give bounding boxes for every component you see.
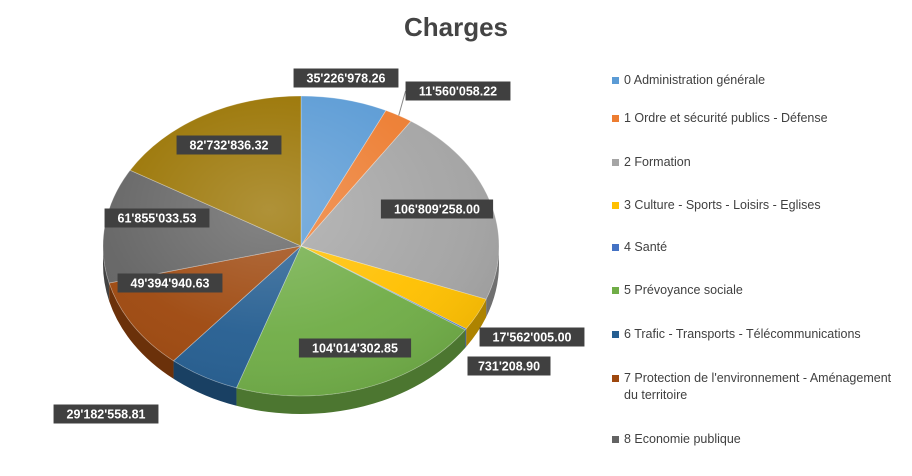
legend-swatch-1 [612,115,619,122]
svg-text:106'809'258.00: 106'809'258.00 [394,203,480,217]
legend-item-6: 6 Trafic - Transports - Télécommunicatio… [612,326,907,343]
legend-label-6: 6 Trafic - Transports - Télécommunicatio… [624,327,861,341]
legend-item-1: 1 Ordre et sécurité publics - Défense [612,110,907,127]
legend-label-8: 8 Economie publique [624,432,741,446]
svg-text:49'394'940.63: 49'394'940.63 [131,277,210,291]
legend-label-4: 4 Santé [624,240,668,254]
legend-label-7: 7 Protection de l'environnement - Aménag… [624,371,892,402]
legend-swatch-4 [612,244,619,251]
legend-label-2: 2 Formation [624,155,691,169]
legend-swatch-5 [612,287,619,294]
svg-text:17'562'005.00: 17'562'005.00 [493,331,572,345]
legend-swatch-8 [612,436,619,443]
data-label-2: 106'809'258.00 [380,199,494,219]
legend-label-5: 5 Prévoyance sociale [624,283,743,297]
legend-item-4: 4 Santé [612,239,907,256]
legend-item-0: 0 Administration générale [612,72,907,89]
svg-text:61'855'033.53: 61'855'033.53 [118,212,197,226]
data-label-4: 731'208.90 [467,356,551,376]
pie-slice-side-4 [465,328,467,348]
legend-item-8: 8 Economie publique [612,431,907,448]
legend-label-1: 1 Ordre et sécurité publics - Défense [624,111,828,125]
legend-swatch-7 [612,375,619,382]
data-label-6: 29'182'558.81 [53,404,159,424]
leader-line-1 [398,90,407,116]
svg-text:104'014'302.85: 104'014'302.85 [312,342,398,356]
legend-swatch-0 [612,77,619,84]
svg-text:11'560'058.22: 11'560'058.22 [419,85,497,99]
chart-title: Charges [403,12,509,42]
data-label-1: 11'560'058.22 [405,81,511,101]
legend-label-3: 3 Culture - Sports - Loisirs - Eglises [624,198,821,212]
data-label-7: 49'394'940.63 [117,273,223,293]
data-label-8: 61'855'033.53 [104,208,210,228]
data-label-3: 17'562'005.00 [479,327,585,347]
legend-item-7: 7 Protection de l'environnement - Aménag… [612,370,907,404]
legend-item-3: 3 Culture - Sports - Loisirs - Eglises [612,197,907,214]
data-label-5: 104'014'302.85 [298,338,412,358]
data-label-0: 35'226'978.26 [293,68,399,88]
svg-text:82'732'836.32: 82'732'836.32 [190,139,269,153]
svg-text:35'226'978.26: 35'226'978.26 [307,72,386,86]
legend-item-2: 2 Formation [612,154,907,171]
legend-label-0: 0 Administration générale [624,73,766,87]
legend-item-5: 5 Prévoyance sociale [612,282,907,299]
legend-swatch-2 [612,159,619,166]
legend-swatch-6 [612,331,619,338]
svg-text:731'208.90: 731'208.90 [478,360,540,374]
data-label-9: 82'732'836.32 [176,135,282,155]
chart-legend: 0 Administration générale 1 Ordre et sécu… [612,72,907,475]
legend-swatch-3 [612,202,619,209]
svg-text:29'182'558.81: 29'182'558.81 [67,408,146,422]
